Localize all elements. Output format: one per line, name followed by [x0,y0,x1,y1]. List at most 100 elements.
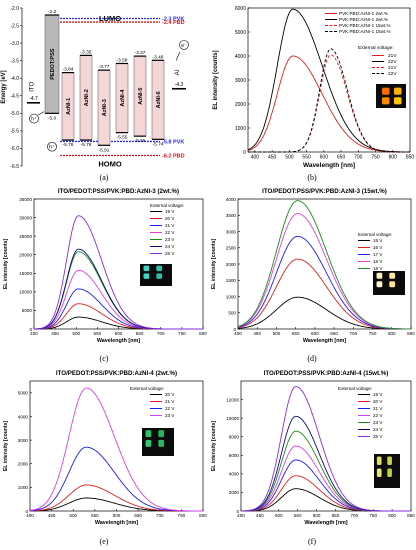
device-pixel-2 [382,97,390,105]
x-tick-label: 700 [156,513,164,518]
layer-name-0: ITO [30,82,36,92]
legend-entry-2: 22 V [165,406,175,411]
x-tick-label: 550 [94,331,102,336]
x-tick-label: 800 [388,331,396,336]
legend-entry-1: PVK:PBD:AzNI-1 2wt.% [339,17,388,22]
x-tick-label: 850 [407,331,415,336]
layer-bottom-value-1: -5.0 [48,115,57,121]
device-pixel-2 [376,281,383,288]
panel-a-energy-diagram: -2.0 -2.5 -3.0 -3.5 -4.0 -4.5 -5.0 -5.5 -6.0 -6.5… [0,0,208,180]
x-axis-label: Wavelength [nm] [304,520,347,526]
y-tick-label: 2000 [229,490,240,495]
layer-bottom-value-6: -5.65 [135,138,146,144]
x-tick-label: 450 [48,513,56,518]
device-photo [376,84,406,108]
device-pixel-1 [387,456,392,466]
caption-a: (a) [99,173,109,182]
voltage-entry-3: 22V [388,71,397,77]
electrode-value-8: -4.3 [175,82,184,88]
y-tick-label: 3500 [226,213,237,218]
el-spectrum-chart-b: 400 450 500 550 600 650 700 750 800 850 0 1000 2000 3… [213,6,414,169]
legend-entry-0: 19 V [165,209,175,214]
layer-bottom-value-2: -5.76 [63,142,74,148]
x-tick-label: 650 [134,513,142,518]
y-tick-label: 1000 [235,126,246,132]
x-tick-label: 450 [253,331,261,336]
hole-carrier-1-label: h⁺ [31,117,37,123]
panel-c-chart: ITO/PEDOT:PSS/PVK:PBD:AzNI-3 (2wt.%) 400 4… [0,184,208,364]
hole-arrow-1 [37,111,45,116]
legend-title: External voltage: [358,45,394,51]
y-tick-label: -2.5 [10,23,19,29]
legend-entry-4: 19 V [373,266,383,271]
x-tick-label: 450 [256,513,264,518]
y-tick-label: 1000 [18,485,29,490]
x-tick-label: 750 [369,331,377,336]
voltage-entry-1: 22V [388,59,397,65]
layer-top-value-4: -3.77 [99,64,110,70]
plot-frame [240,380,412,512]
y-tick-label: 5000 [22,308,33,313]
y-tick-label: -5.5 [10,129,19,135]
device-pixel-2 [143,273,150,279]
layer-name-3: AzNI-2 [84,89,90,106]
energy-level-diagram: -2.0 -2.5 -3.0 -3.5 -4.0 -4.5 -5.0 -5.5 -6.0 -6.5… [1,6,189,170]
electron-carrier-label: e⁻ [181,43,187,49]
y-tick-label: -3.5 [10,58,19,64]
panel-e-chart: ITO/PEDOT:PSS/PVK:PBD:AzNI-4 (2wt.%) 400 4… [0,366,208,546]
y-axis-label: EL intensity [counts] [213,50,219,109]
legend-entry-0: 19 V [373,392,383,397]
device-pixel-0 [145,430,152,438]
layer-top-value-6: -3.37 [135,50,146,56]
x-tick-label: 750 [178,513,186,518]
layer-bottom-value-4: -5.91 [99,147,110,153]
x-tick-label: 600 [113,513,121,518]
series-line-3 [29,387,203,512]
legend-entry-0: 15 V [373,238,383,243]
y-tick-label: 25000 [19,234,32,239]
legend-entry-2: PVK:PBD:AzNI-1 15wt.% [339,23,391,28]
legend-entry-0: 20 V [165,392,175,397]
x-tick-label: 650 [332,513,340,518]
x-tick-label: 550 [292,331,300,336]
y-tick-label: 6000 [235,6,246,12]
panel-f-chart: ITO/PEDOT:PSS/PVK:PBD:AzNI-4 (15wt.%) 400… [208,366,416,546]
series-line-1 [247,8,411,153]
chart-title: ITO/PEDOT:PSS/PVK:PBD:AzNI-4 (15wt.%) [264,370,389,377]
device-pixel-2 [376,468,382,477]
chart-title: ITO/PEDOT:PSS/PVK:PBD:AzNI-4 (2wt.%) [56,370,177,377]
y-tick-label: -4.5 [10,94,19,100]
x-tick-label: 500 [285,155,294,161]
plot-frame [33,198,204,330]
x-tick-label: 500 [69,513,77,518]
x-tick-label: 400 [26,513,34,518]
device-pixel-3 [156,273,163,279]
y-tick-label: -6.5 [10,164,19,170]
x-tick-label: 600 [313,513,321,518]
y-tick-label: 20000 [19,253,32,258]
legend-entry-2: 21 V [373,406,383,411]
x-tick-label: 500 [273,331,281,336]
y-tick-label: 30000 [19,215,32,220]
legend-entry-3: 18 V [373,259,383,264]
series-line-0 [237,296,411,330]
legend-entry-4: 23 V [373,420,383,425]
chart-title: ITO/PEDOT:PSS/PVK:PBD:AzNI-3 (2wt.%) [58,188,179,195]
x-tick-label: 700 [350,513,358,518]
y-tick-label: 5000 [235,30,246,36]
legend-entry-3: 22 V [373,413,383,418]
x-tick-label: 500 [275,513,283,518]
y-tick-label: 10000 [19,290,32,295]
legend-entry-3: PVK:PBD:AzNI-1 15wt.% [339,29,391,34]
y-axis-label: EL intensity [counts] [3,421,9,472]
x-tick-label: 600 [311,331,319,336]
x-tick-label: 750 [178,331,186,336]
legend-entry-1: 20 V [373,399,383,404]
y-tick-label: -4.0 [10,76,19,82]
el-spectrum-chart-d: ITO/PEDOT:PSS/PVK:PBD:AzNI-3 (15wt.%) 400… [211,188,415,344]
series-line-5 [34,248,203,330]
legend-entry-3: 22 V [165,230,175,235]
series-line-3 [248,48,410,153]
legend-entry-0: PVK:PBD:AzNI-1 2wt.% [339,11,388,16]
x-tick-label: 750 [369,513,377,518]
